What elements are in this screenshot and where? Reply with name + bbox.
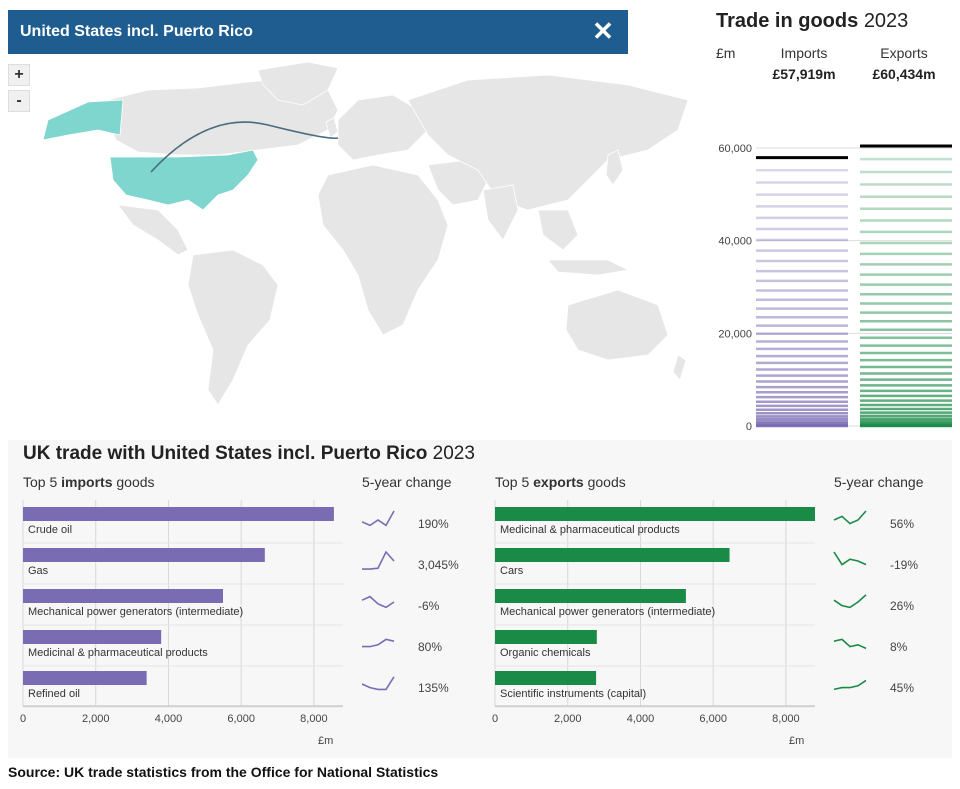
map-country-uk (325, 117, 339, 139)
trade-flow-line (150, 121, 339, 173)
tig-imports-label: Imports (780, 45, 828, 61)
trade-in-goods-chart: 60,000 40,000 20,000 0 (718, 143, 952, 433)
exports-change-value: 56% (890, 517, 915, 531)
imports-change-value: 135% (418, 681, 449, 695)
exports-change-value: 8% (890, 640, 908, 654)
exports-bar-label: Mechanical power generators (intermediat… (500, 606, 716, 618)
exports-subheading: Top 5 exports goods (495, 474, 626, 490)
tig-axis-tick: 60,000 (718, 143, 752, 155)
exports-bar-label: Cars (500, 565, 524, 577)
exports-x-tick: 6,000 (699, 713, 727, 725)
source-note: Source: UK trade statistics from the Off… (8, 764, 439, 780)
imports-bar-label: Medicinal & pharmaceutical products (28, 647, 208, 659)
tig-axis-tick: 20,000 (718, 328, 752, 340)
zoom-in-button[interactable]: + (8, 64, 30, 86)
tig-axis-tick: 40,000 (718, 236, 752, 248)
map-country-india (482, 184, 519, 241)
imports-change-value: 80% (418, 640, 443, 654)
country-header: United States incl. Puerto Rico ✕ (8, 10, 628, 54)
exports-x-tick: 4,000 (626, 713, 655, 725)
close-icon[interactable]: ✕ (592, 16, 614, 46)
exports-unit: £m (789, 735, 805, 747)
exports-bar-label: Scientific instruments (capital) (500, 688, 647, 700)
imports-x-tick: 0 (19, 713, 27, 725)
imports-change-value: 3,045% (418, 558, 459, 572)
imports-unit: £m (318, 735, 334, 747)
imports-bar-label: Gas (28, 565, 49, 577)
world-map[interactable] (8, 60, 698, 430)
exports-x-tick: 2,000 (553, 713, 582, 725)
exports-x-tick: 0 (491, 713, 499, 725)
map-country-se-asia (537, 209, 579, 251)
map-country-new-zealand (672, 354, 687, 381)
zoom-out-button[interactable]: - (8, 90, 30, 112)
map-country-usa (109, 149, 259, 211)
imports-x-tick: 2,000 (81, 713, 110, 725)
map-country-alaska (42, 99, 124, 141)
map-country-europe (337, 94, 429, 161)
tig-axis-tick: 0 (746, 421, 752, 433)
imports-x-tick: 4,000 (154, 713, 183, 725)
map-country-japan (605, 149, 624, 186)
imports-change-heading: 5-year change (362, 474, 452, 490)
map-country-south-america (187, 249, 279, 406)
bottom-title: UK trade with United States incl. Puerto… (23, 443, 475, 464)
country-name: United States incl. Puerto Rico (20, 23, 253, 40)
exports-change-heading: 5-year change (834, 474, 924, 490)
imports-subheading: Top 5 imports goods (23, 474, 155, 490)
map-country-mexico (117, 204, 189, 256)
imports-change-value: 190% (418, 517, 449, 531)
imports-bar-label: Crude oil (28, 524, 73, 536)
map-country-australia (565, 289, 669, 361)
tig-imports-total: £57,919m (772, 66, 836, 82)
exports-change-value: -19% (890, 558, 919, 572)
imports-bar-label: Refined oil (28, 688, 80, 700)
imports-x-tick: 6,000 (227, 713, 255, 725)
exports-change-value: 45% (890, 681, 915, 695)
exports-x-tick: 8,000 (772, 713, 800, 725)
map-country-greenland (257, 61, 339, 106)
exports-bar-label: Organic chemicals (500, 647, 591, 659)
exports-bar-label: Medicinal & pharmaceutical products (500, 524, 680, 536)
tig-exports-total: £60,434m (872, 66, 936, 82)
map-country-africa (317, 164, 449, 336)
exports-change-value: 26% (890, 599, 915, 613)
map-country-indonesia (547, 259, 630, 276)
tig-unit-label: £m (716, 45, 736, 61)
imports-change-value: -6% (418, 599, 440, 613)
imports-x-tick: 8,000 (300, 713, 328, 725)
imports-bar-label: Mechanical power generators (intermediat… (28, 606, 244, 618)
map-country-asia (407, 74, 689, 211)
tig-exports-label: Exports (880, 45, 928, 61)
trade-in-goods-title: Trade in goods 2023 (716, 10, 909, 32)
